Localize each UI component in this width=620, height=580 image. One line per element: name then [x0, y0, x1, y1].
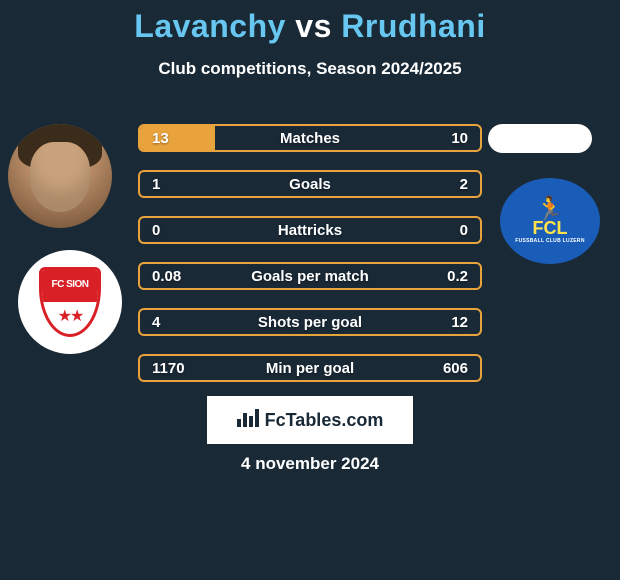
stat-value-left: 13 — [140, 130, 200, 147]
stat-value-left: 0.08 — [140, 268, 200, 285]
club1-badge: FC SION ★★ — [18, 250, 122, 354]
stat-value-right: 10 — [420, 130, 480, 147]
date-text: 4 november 2024 — [0, 454, 620, 474]
stat-label: Hattricks — [200, 222, 420, 239]
club2-runner-icon: 🏃 — [515, 199, 585, 221]
subtitle: Club competitions, Season 2024/2025 — [0, 59, 620, 79]
chart-icon — [237, 407, 259, 433]
stat-value-right: 606 — [420, 360, 480, 377]
stat-row: 0.08Goals per match0.2 — [138, 262, 482, 290]
stat-row: 4Shots per goal12 — [138, 308, 482, 336]
watermark: FcTables.com — [207, 396, 413, 444]
stat-value-right: 12 — [420, 314, 480, 331]
stat-value-left: 4 — [140, 314, 200, 331]
player1-name: Lavanchy — [134, 8, 286, 44]
player2-name: Rrudhani — [341, 8, 485, 44]
stat-value-left: 1 — [140, 176, 200, 193]
stat-row: 13Matches10 — [138, 124, 482, 152]
club2-badge: 🏃 FCL FUSSBALL CLUB LUZERN — [500, 178, 600, 264]
player1-avatar — [8, 124, 112, 228]
stat-value-left: 0 — [140, 222, 200, 239]
stat-value-right: 2 — [420, 176, 480, 193]
stat-value-right: 0.2 — [420, 268, 480, 285]
page-title: Lavanchy vs Rrudhani — [0, 0, 620, 45]
stat-label: Goals — [200, 176, 420, 193]
stat-label: Goals per match — [200, 268, 420, 285]
stats-table: 13Matches101Goals20Hattricks00.08Goals p… — [138, 124, 482, 400]
stat-label: Shots per goal — [200, 314, 420, 331]
club1-stars-icon: ★★ — [58, 306, 83, 326]
club2-subtext: FUSSBALL CLUB LUZERN — [515, 239, 585, 244]
stat-row: 1170Min per goal606 — [138, 354, 482, 382]
club1-shield-icon: FC SION ★★ — [39, 267, 101, 337]
player2-avatar — [488, 124, 592, 153]
club2-text: FCL — [532, 218, 567, 238]
stat-label: Min per goal — [200, 360, 420, 377]
club1-text: FC SION — [51, 279, 88, 290]
stat-value-left: 1170 — [140, 360, 200, 377]
stat-row: 0Hattricks0 — [138, 216, 482, 244]
watermark-text: FcTables.com — [265, 410, 384, 431]
stat-value-right: 0 — [420, 222, 480, 239]
vs-text: vs — [295, 8, 332, 44]
stat-label: Matches — [200, 130, 420, 147]
stat-row: 1Goals2 — [138, 170, 482, 198]
